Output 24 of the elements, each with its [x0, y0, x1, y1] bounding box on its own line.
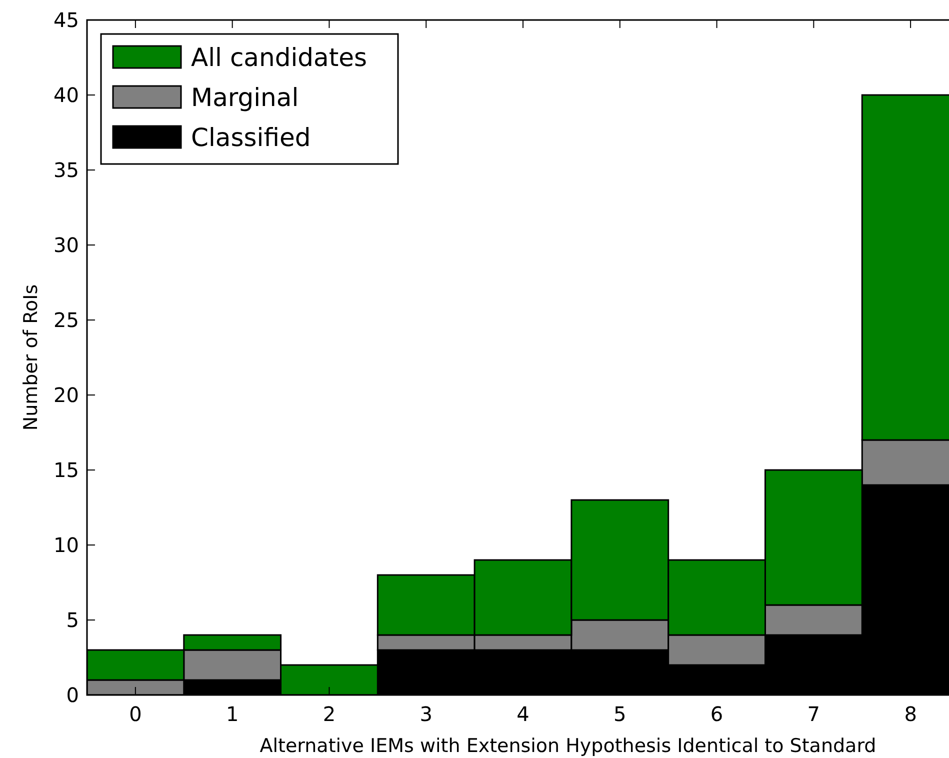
y-tick-label: 10	[54, 533, 79, 557]
legend-label: Marginal	[191, 82, 299, 112]
x-axis-title: Alternative IEMs with Extension Hypothesis Identical to Standard	[260, 735, 876, 757]
y-tick-label: 35	[54, 158, 79, 182]
x-tick-label: 2	[322, 702, 336, 726]
y-axis-title: Number of RoIs	[20, 284, 42, 431]
x-tick-label: 5	[614, 702, 626, 726]
legend-label: Classified	[191, 122, 311, 152]
y-tick-label: 30	[54, 233, 79, 257]
x-tick-label: 8	[904, 702, 917, 726]
y-tick-label: 15	[54, 458, 79, 482]
x-tick-label: 6	[710, 702, 724, 726]
y-tick-label: 0	[66, 683, 79, 707]
y-tick-label: 45	[54, 8, 79, 32]
x-tick-label: 3	[420, 702, 432, 726]
y-tick-label: 40	[54, 83, 79, 107]
y-tick-label: 25	[54, 308, 79, 332]
x-tick-label: 4	[516, 702, 530, 726]
x-tick-label: 7	[807, 702, 820, 726]
legend-label: All candidates	[191, 42, 368, 72]
x-tick-label: 0	[129, 702, 142, 726]
x-tick-label: 1	[226, 702, 239, 726]
y-tick-label: 5	[66, 608, 79, 632]
y-tick-label: 20	[54, 383, 79, 407]
